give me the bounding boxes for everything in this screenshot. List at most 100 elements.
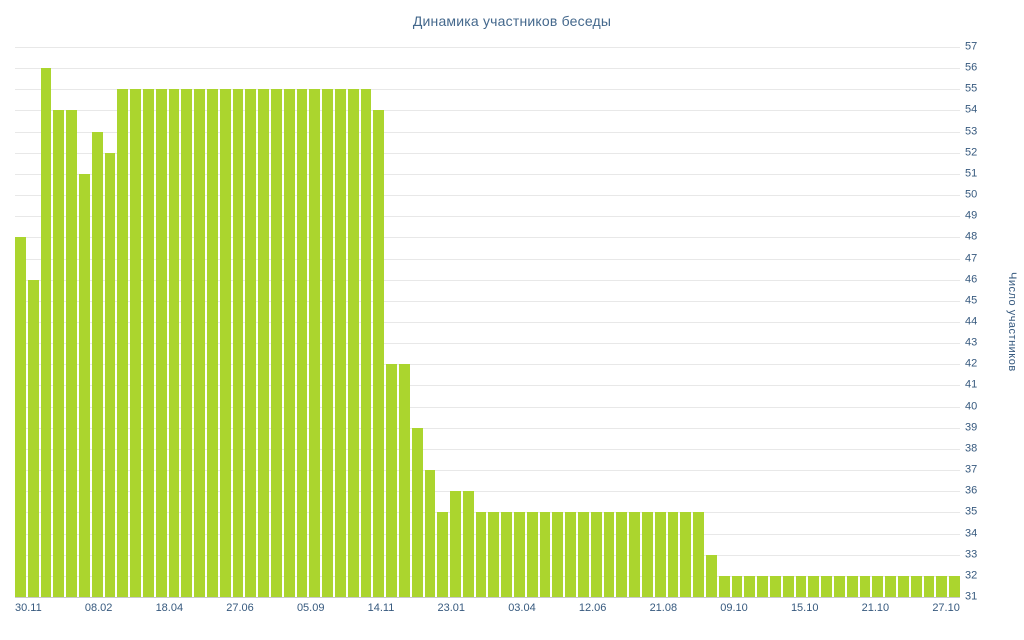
bar[interactable]: [885, 575, 896, 597]
bar[interactable]: [283, 89, 295, 597]
gridline: [15, 322, 960, 323]
bar[interactable]: [565, 512, 577, 597]
bar[interactable]: [437, 512, 449, 597]
bar[interactable]: [642, 512, 653, 597]
y-axis-tick-label: 31: [965, 590, 978, 603]
bar[interactable]: [206, 89, 218, 597]
bar[interactable]: [296, 89, 308, 597]
gridline: [15, 448, 960, 450]
bar[interactable]: [834, 575, 845, 597]
bar[interactable]: [514, 512, 525, 597]
bar[interactable]: [526, 512, 538, 597]
x-axis-tick-label: 05.09: [296, 602, 325, 614]
x-axis-tick-label: 14.11: [367, 602, 395, 614]
y-axis-tick-label: 54: [965, 103, 978, 116]
bar[interactable]: [398, 364, 410, 597]
bar[interactable]: [322, 89, 333, 597]
bar[interactable]: [910, 575, 922, 597]
y-axis-tick-label: 56: [965, 61, 978, 74]
x-axis-tick-label: 08.02: [84, 602, 113, 614]
y-axis-tick-label: 44: [965, 315, 978, 328]
bar[interactable]: [616, 512, 628, 597]
plot-area: [15, 47, 960, 598]
bar[interactable]: [693, 512, 705, 597]
bar[interactable]: [78, 173, 90, 597]
bar[interactable]: [821, 575, 832, 597]
bar[interactable]: [270, 89, 282, 597]
x-axis-tick-label: 18.04: [155, 602, 184, 614]
bar[interactable]: [846, 575, 858, 597]
bar[interactable]: [360, 89, 372, 597]
gridline: [15, 533, 960, 535]
bar[interactable]: [603, 512, 615, 597]
bar[interactable]: [142, 89, 154, 597]
bar[interactable]: [897, 575, 909, 597]
bar[interactable]: [91, 131, 103, 597]
bar[interactable]: [667, 512, 679, 597]
bar[interactable]: [155, 89, 167, 597]
bar[interactable]: [194, 89, 205, 597]
bar[interactable]: [795, 575, 807, 597]
bar[interactable]: [411, 427, 423, 597]
y-axis-tick-label: 53: [965, 125, 978, 138]
bar[interactable]: [347, 89, 359, 597]
bar[interactable]: [475, 512, 487, 597]
bar[interactable]: [718, 575, 730, 597]
bar[interactable]: [629, 512, 641, 597]
x-axis-tick-label: 27.10: [932, 602, 960, 614]
gridline: [15, 406, 960, 408]
bar[interactable]: [578, 512, 589, 597]
x-axis-labels: 30.11 08.02 18.04 27.06 05.09 14.11 23.01 03.04…: [15, 602, 960, 614]
bar[interactable]: [872, 575, 884, 597]
chart-title: Динамика участников беседы: [412, 13, 612, 29]
bar[interactable]: [258, 89, 269, 597]
bar[interactable]: [168, 89, 180, 597]
bar[interactable]: [782, 575, 794, 597]
bar[interactable]: [731, 575, 743, 597]
bar[interactable]: [27, 279, 39, 597]
bar[interactable]: [859, 575, 871, 597]
bar[interactable]: [15, 237, 26, 597]
bar[interactable]: [334, 89, 346, 597]
bar[interactable]: [232, 89, 244, 597]
bar[interactable]: [53, 110, 65, 597]
bar[interactable]: [373, 110, 385, 597]
bar[interactable]: [117, 89, 129, 597]
bar[interactable]: [770, 575, 781, 597]
gridline: [15, 554, 960, 556]
bar[interactable]: [181, 89, 193, 597]
bar[interactable]: [245, 89, 257, 597]
y-axis-tick-label: 38: [965, 442, 978, 455]
bar[interactable]: [424, 470, 436, 597]
bar[interactable]: [40, 68, 52, 597]
bar[interactable]: [539, 512, 551, 597]
gridline: [15, 300, 960, 302]
bar[interactable]: [706, 554, 717, 597]
gridline: [15, 152, 960, 154]
bar[interactable]: [386, 364, 397, 597]
bar[interactable]: [590, 512, 602, 597]
bar[interactable]: [130, 89, 141, 597]
bar[interactable]: [744, 575, 756, 597]
bar[interactable]: [488, 512, 500, 597]
gridline: [15, 195, 960, 197]
bar[interactable]: [66, 110, 77, 597]
bar[interactable]: [923, 575, 935, 597]
x-axis-tick-label: 23.01: [437, 602, 466, 614]
y-axis-tick-label: 33: [965, 548, 978, 561]
x-axis-tick-label: 30.11: [15, 602, 42, 614]
x-axis-tick-label: 09.10: [720, 602, 748, 614]
bar[interactable]: [219, 89, 231, 597]
bar[interactable]: [808, 575, 820, 597]
bar[interactable]: [309, 89, 321, 597]
bar[interactable]: [501, 512, 513, 597]
bar[interactable]: [936, 575, 948, 597]
bar[interactable]: [757, 575, 769, 597]
bar[interactable]: [104, 152, 116, 597]
bar[interactable]: [654, 512, 666, 597]
bar[interactable]: [552, 512, 564, 597]
bar[interactable]: [949, 575, 960, 597]
bar[interactable]: [450, 491, 461, 597]
bar[interactable]: [680, 512, 692, 597]
bar[interactable]: [462, 491, 474, 597]
